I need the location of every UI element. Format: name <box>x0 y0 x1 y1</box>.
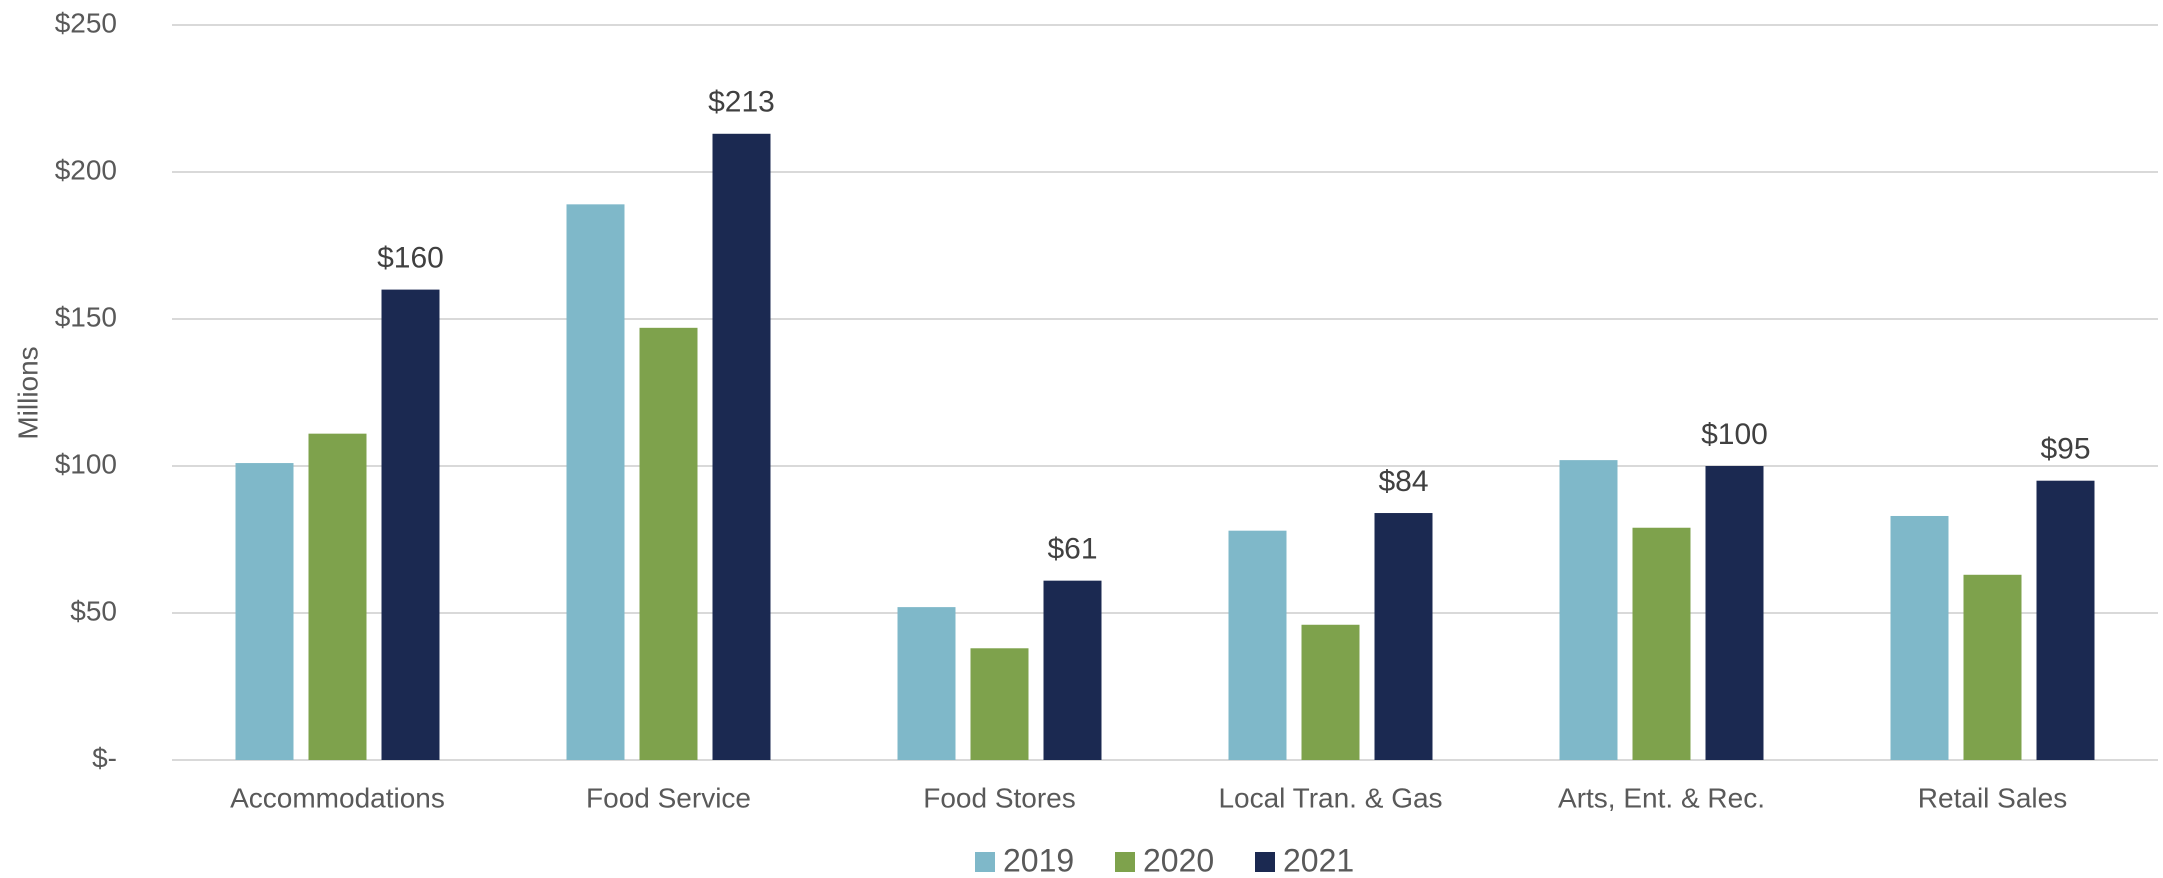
legend-label: 2020 <box>1143 842 1214 878</box>
bar <box>1301 624 1360 760</box>
y-tick-label: $- <box>92 742 117 773</box>
bar <box>2036 480 2095 760</box>
x-tick-label: Local Tran. & Gas <box>1218 782 1442 813</box>
bar <box>1705 466 1764 760</box>
bar <box>1632 527 1691 760</box>
bar <box>1043 580 1102 760</box>
y-tick-label: $150 <box>55 301 117 332</box>
bar <box>308 433 367 760</box>
y-axis-label: Millions <box>12 346 43 439</box>
bar <box>1890 515 1949 760</box>
y-tick-label: $200 <box>55 154 117 185</box>
bar <box>897 607 956 760</box>
x-tick-label: Retail Sales <box>1918 782 2067 813</box>
bar <box>1963 574 2022 760</box>
bar <box>381 289 440 760</box>
legend-swatch <box>975 852 995 872</box>
data-label: $95 <box>2040 433 2090 466</box>
bar <box>639 327 698 760</box>
data-label: $84 <box>1378 465 1428 498</box>
bar <box>235 463 294 760</box>
legend-swatch <box>1255 852 1275 872</box>
y-tick-label: $100 <box>55 448 117 479</box>
x-tick-label: Food Stores <box>923 782 1076 813</box>
bar <box>712 133 771 760</box>
data-label: $160 <box>377 242 444 275</box>
bar <box>1374 513 1433 760</box>
bar <box>566 204 625 761</box>
legend-label: 2019 <box>1003 842 1074 878</box>
y-tick-label: $50 <box>70 595 117 626</box>
legend-label: 2021 <box>1283 842 1354 878</box>
x-tick-label: Arts, Ent. & Rec. <box>1558 782 1765 813</box>
bar <box>970 648 1029 760</box>
x-tick-label: Food Service <box>586 782 751 813</box>
x-tick-label: Accommodations <box>230 782 445 813</box>
legend-swatch <box>1115 852 1135 872</box>
data-label: $213 <box>708 86 775 119</box>
data-label: $100 <box>1701 418 1768 451</box>
bar <box>1559 460 1618 760</box>
data-label: $61 <box>1047 533 1097 566</box>
y-tick-label: $250 <box>55 7 117 38</box>
bar <box>1228 530 1287 760</box>
